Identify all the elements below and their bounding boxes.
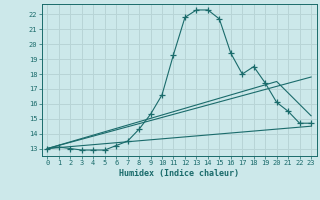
- X-axis label: Humidex (Indice chaleur): Humidex (Indice chaleur): [119, 169, 239, 178]
